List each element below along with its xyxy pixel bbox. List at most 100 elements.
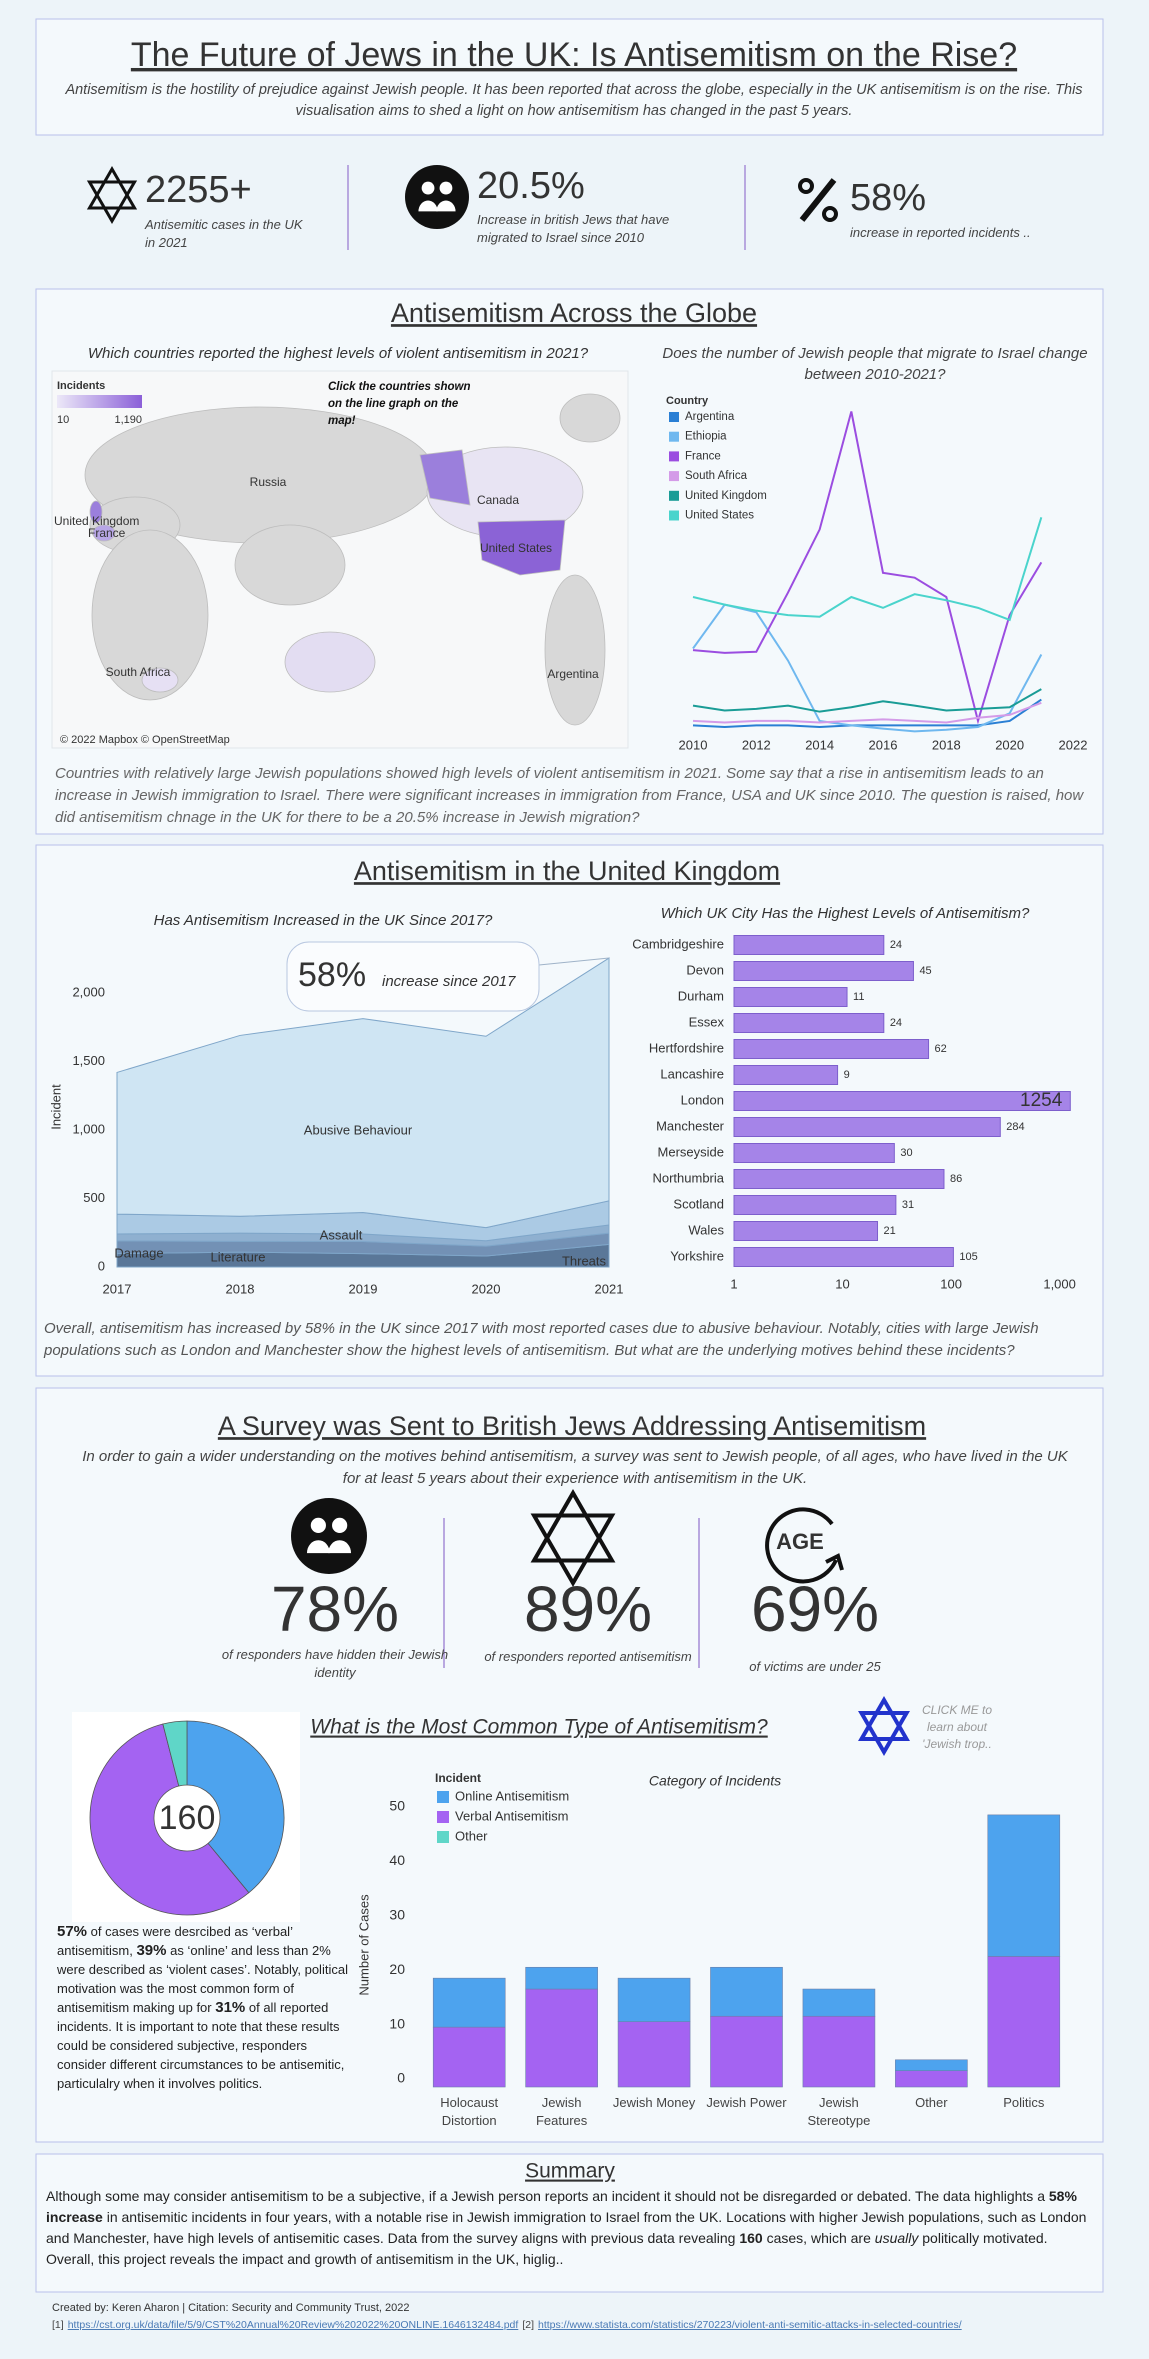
- legend-swatch: [437, 1791, 449, 1803]
- x-tick-label: 10: [835, 1276, 849, 1291]
- text-run: 57%: [57, 1923, 88, 1940]
- annotation-pointer: [538, 957, 610, 966]
- map-label: Canada: [477, 493, 519, 507]
- area-label: Literature: [211, 1249, 266, 1264]
- y-tick-label: 2,000: [72, 984, 105, 999]
- map-label: United States: [480, 541, 552, 555]
- people-icon: [421, 181, 435, 195]
- legend-label: Online Antisemitism: [455, 1788, 569, 1803]
- x-tick-label: Holocaust Distortion: [440, 2095, 499, 2128]
- value-label: 24: [890, 1017, 902, 1029]
- panel: [35, 18, 1104, 136]
- x-tick-label: Politics: [1003, 2095, 1045, 2110]
- text-run: of cases were desrcibed as ‘verbal’ anti…: [57, 1924, 293, 1958]
- value-label: 105: [959, 1251, 977, 1263]
- text-run: of all reported incidents. It is importa…: [57, 2000, 345, 2091]
- x-tick-label: 2016: [869, 737, 898, 752]
- area-label: Threats: [562, 1253, 607, 1268]
- area-label: Damage: [114, 1245, 163, 1260]
- ref-link[interactable]: https://www.statista.com/statistics/2702…: [538, 2319, 962, 2331]
- line: [692, 701, 1042, 724]
- legend-title: Incident: [435, 1771, 481, 1785]
- section-title: Antisemitism in the United Kingdom: [354, 856, 780, 886]
- kpi-value: 2255+: [145, 169, 252, 211]
- line: [692, 411, 1043, 725]
- x-tick-label: 2022: [1059, 737, 1088, 752]
- value-label: 86: [950, 1173, 962, 1185]
- legend-title: Country: [666, 395, 709, 407]
- map-legend-label: 10: [57, 414, 69, 426]
- text-run: 39%: [136, 1942, 167, 1959]
- kpi-value: 20.5%: [477, 165, 585, 207]
- y-tick-label: 40: [389, 1852, 405, 1868]
- donut-slice: [162, 1720, 188, 1787]
- survey-stat-text: of responders reported antisemitism: [484, 1649, 692, 1664]
- y-tick-label: 0: [397, 2070, 405, 2086]
- bar-segment: [617, 2021, 691, 2088]
- percent-icon: [799, 178, 837, 222]
- summary-text: Although some may consider antisemitism …: [46, 2186, 1098, 2270]
- chart-question: What is the Most Common Type of Antisemi…: [310, 1716, 768, 1739]
- kpi-text: Antisemitic cases in the UK in 2021: [145, 217, 303, 250]
- bar: [733, 1091, 1071, 1111]
- donut-slice: [89, 1723, 250, 1916]
- kpi-text: Increase in british Jews that have migra…: [477, 212, 670, 245]
- click-note[interactable]: CLICK ME to learn about 'Jewish trop..: [921, 1703, 993, 1751]
- y-tick-label: Cambridgeshire: [632, 936, 724, 951]
- x-tick-label: 2018: [226, 1281, 255, 1296]
- y-tick-label: 1,500: [72, 1053, 105, 1068]
- x-tick-label: Jewish Stereotype: [807, 2095, 871, 2128]
- x-tick-label: Jewish Money: [612, 2095, 696, 2110]
- y-tick-label: Scotland: [673, 1196, 724, 1211]
- survey-stat-value: 69%: [751, 1573, 879, 1645]
- x-tick-label: 2018: [932, 737, 961, 752]
- map-label: Argentina: [547, 667, 599, 681]
- bar: [733, 1143, 895, 1163]
- x-tick-label: Other: [915, 2095, 948, 2110]
- bar-segment: [525, 1966, 598, 1990]
- x-tick-label: 2019: [349, 1281, 378, 1296]
- map-legend-scale: [57, 395, 142, 408]
- survey-stat-text: of responders have hidden their Jewish i…: [221, 1647, 449, 1680]
- legend-label: Ethiopia: [685, 431, 727, 443]
- text-run: 58% increase: [46, 2188, 1077, 2225]
- people-icon: [291, 1498, 367, 1574]
- map-legend-label: 1,190: [114, 414, 142, 426]
- x-tick-label: 2014: [805, 737, 834, 752]
- ref-link[interactable]: https://cst.org.uk/data/file/5/9/CST%20A…: [67, 2319, 519, 2331]
- people-icon: [328, 1540, 352, 1554]
- legend-swatch: [437, 1811, 449, 1823]
- y-tick-label: Devon: [686, 962, 724, 977]
- y-tick-label: 50: [389, 1798, 405, 1814]
- text-run: as ‘online’ and less than 2% were descri…: [57, 1943, 348, 2015]
- ref-label: [2]: [522, 2319, 534, 2331]
- value-label: 45: [919, 965, 931, 977]
- y-axis-title: Incident: [48, 1084, 63, 1130]
- map-label: United Kingdom: [54, 514, 139, 528]
- survey-stat-value: 78%: [271, 1573, 399, 1645]
- people-icon: [436, 200, 456, 212]
- y-tick-label: Lancashire: [660, 1066, 724, 1081]
- footer-credit: Created by: Keren Aharon | Citation: Sec…: [52, 2302, 409, 2314]
- page-title: The Future of Jews in the UK: Is Antisem…: [131, 36, 1017, 74]
- y-tick-label: Durham: [678, 988, 724, 1003]
- legend-swatch: [669, 431, 679, 442]
- x-tick-label: Jewish Features: [535, 2095, 588, 2128]
- legend-swatch: [437, 1831, 449, 1843]
- people-icon: [405, 165, 469, 229]
- kpi-value: 58%: [850, 177, 926, 219]
- bar: [733, 1013, 885, 1033]
- bar-segment: [895, 2070, 968, 2088]
- land: [234, 524, 346, 606]
- percent-icon: [798, 178, 814, 194]
- bar: [733, 1117, 1001, 1137]
- y-tick-label: 1,000: [72, 1121, 105, 1136]
- y-tick-label: Essex: [689, 1014, 725, 1029]
- y-tick-label: Hertfordshire: [649, 1040, 724, 1055]
- percent-icon: [822, 206, 838, 222]
- line: [692, 603, 1043, 733]
- summary-title: Summary: [525, 2160, 615, 2183]
- value-label: 62: [935, 1043, 947, 1055]
- line-question: Does the number of Jewish people that mi…: [662, 345, 1088, 383]
